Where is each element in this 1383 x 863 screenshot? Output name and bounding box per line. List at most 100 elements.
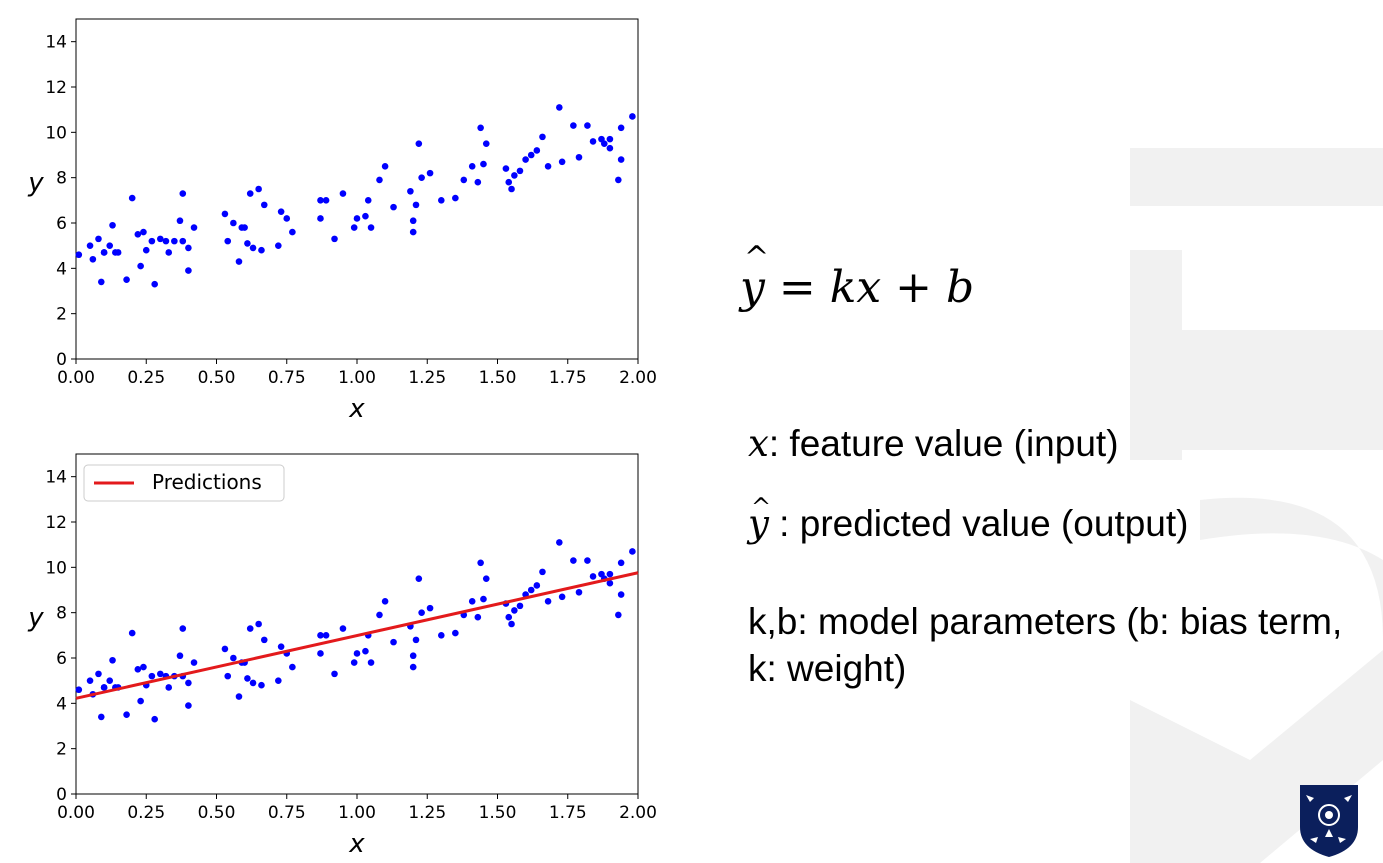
legend-label: Predictions xyxy=(152,470,262,494)
data-point xyxy=(317,215,324,222)
data-point xyxy=(570,557,577,564)
data-point xyxy=(142,246,150,254)
data-point xyxy=(409,217,417,225)
prediction-line xyxy=(75,571,639,700)
scatter-chart-predictions: 0.00 0.25 0.50 0.75 1.00 1.25 1.50 1.75 2.00 0 2 4 6… xyxy=(27,453,657,859)
data-point xyxy=(277,643,285,650)
y-tick-label: 0 xyxy=(56,350,67,370)
data-point xyxy=(283,215,291,222)
y-tick-label: 8 xyxy=(56,169,67,189)
data-point xyxy=(511,172,518,179)
data-point xyxy=(381,598,389,605)
x-tick-label: 0.75 xyxy=(268,803,306,823)
data-point xyxy=(558,158,566,166)
watermark-bar-vertical xyxy=(1130,250,1182,460)
data-point xyxy=(221,645,229,653)
data-point xyxy=(409,663,417,671)
data-point xyxy=(460,176,468,184)
data-point xyxy=(606,570,614,578)
data-point xyxy=(106,242,114,249)
data-point xyxy=(482,575,490,582)
data-point xyxy=(109,221,116,229)
formula-yhat: y xyxy=(740,240,769,313)
data-point xyxy=(452,629,459,637)
data-point xyxy=(148,237,156,245)
data-point xyxy=(617,156,625,163)
desc-yhat: y : predicted value (output) xyxy=(748,484,1188,547)
y-tick-label: 2 xyxy=(56,305,67,325)
data-point xyxy=(260,636,268,644)
data-point xyxy=(539,133,546,141)
data-point xyxy=(516,602,524,610)
data-point xyxy=(606,579,614,587)
x-tick-label: 2.00 xyxy=(619,803,657,823)
data-point xyxy=(235,693,243,700)
data-point xyxy=(157,670,164,678)
data-point xyxy=(128,629,136,637)
data-point xyxy=(97,278,105,286)
data-point xyxy=(418,174,425,181)
data-point xyxy=(176,217,184,225)
data-point xyxy=(179,237,187,245)
y-tick-label: 10 xyxy=(45,123,67,143)
data-point xyxy=(480,595,487,603)
data-point xyxy=(151,280,158,288)
data-point xyxy=(367,224,375,231)
data-point xyxy=(516,167,524,175)
data-point xyxy=(558,593,566,601)
data-point xyxy=(185,679,192,687)
data-point xyxy=(137,697,144,705)
data-point xyxy=(322,632,330,639)
data-point xyxy=(137,262,144,270)
data-point xyxy=(502,165,510,172)
y-tick-label: 14 xyxy=(45,33,67,53)
x-tick-label: 1.00 xyxy=(338,803,376,823)
data-point xyxy=(317,197,324,204)
data-point xyxy=(409,652,417,660)
data-point xyxy=(452,194,459,202)
data-point xyxy=(629,113,636,120)
data-point xyxy=(544,598,552,605)
data-point xyxy=(114,249,122,256)
data-point xyxy=(140,663,147,671)
x-tick-label: 1.25 xyxy=(408,803,446,823)
data-point xyxy=(317,650,324,657)
data-point xyxy=(415,575,423,582)
data-point xyxy=(109,656,116,664)
plot-area xyxy=(75,453,639,795)
data-point xyxy=(185,244,192,252)
data-point xyxy=(617,559,625,567)
data-point xyxy=(367,659,375,666)
data-point xyxy=(539,568,546,576)
data-point xyxy=(95,670,102,678)
data-point xyxy=(339,190,347,197)
model-formula: y = kx + b xyxy=(740,240,974,313)
data-point xyxy=(606,144,614,152)
data-point xyxy=(438,197,445,204)
x-tick-label: 1.50 xyxy=(479,803,517,823)
data-point xyxy=(362,647,369,655)
data-point xyxy=(505,613,513,621)
data-point xyxy=(331,235,338,243)
data-point xyxy=(376,611,383,619)
data-point xyxy=(615,176,622,184)
data-point xyxy=(600,140,608,147)
data-point xyxy=(477,559,484,567)
data-point xyxy=(190,224,198,231)
data-point xyxy=(322,197,330,204)
x-tick-label: 0.75 xyxy=(268,368,306,388)
x-tick-label: 1.75 xyxy=(549,803,587,823)
data-point xyxy=(224,672,232,680)
data-point xyxy=(426,604,434,612)
data-point xyxy=(426,169,434,177)
data-point xyxy=(148,672,156,680)
data-point xyxy=(606,135,614,143)
data-point xyxy=(508,620,515,628)
data-point xyxy=(249,244,257,252)
data-point xyxy=(468,163,476,170)
data-point xyxy=(255,620,262,628)
data-point xyxy=(376,176,383,184)
data-point xyxy=(511,607,518,614)
x-tick-label: 1.50 xyxy=(479,368,517,388)
x-axis-label: x xyxy=(348,829,365,859)
